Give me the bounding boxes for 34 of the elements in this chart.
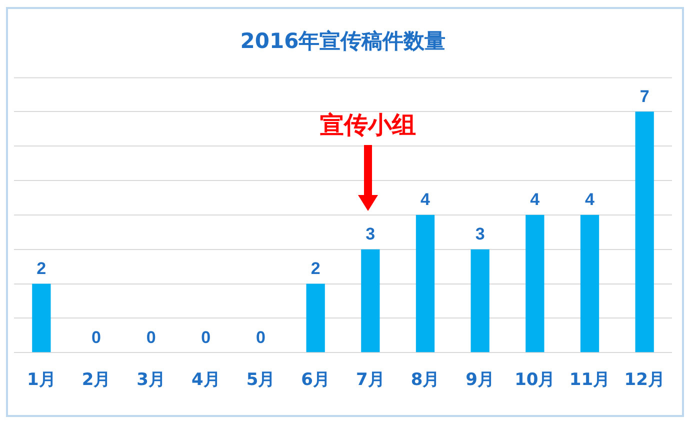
data-label: 4: [530, 190, 540, 210]
x-tick-label: 11月: [569, 370, 610, 390]
x-tick-label: 6月: [301, 370, 330, 390]
data-label: 4: [420, 190, 431, 210]
x-tick-label: 2月: [82, 370, 111, 390]
data-label: 7: [640, 86, 650, 106]
bar: [416, 214, 435, 352]
data-label: 3: [366, 224, 376, 244]
x-tick-label: 3月: [136, 370, 166, 390]
x-tick-label: 1月: [26, 370, 56, 390]
data-label: 4: [585, 190, 596, 210]
bar: [32, 284, 51, 352]
bar: [470, 249, 490, 352]
x-tick-label: 12月: [624, 370, 665, 390]
data-label: 2: [310, 258, 320, 278]
x-tick-label: 10月: [514, 370, 556, 390]
x-tick-label: 8月: [410, 370, 440, 390]
bar: [580, 214, 600, 352]
bar: [361, 249, 380, 352]
data-label: 3: [475, 224, 485, 244]
bar: [306, 284, 325, 352]
bar: [526, 214, 544, 352]
bar: [635, 112, 654, 352]
x-tick-label: 5月: [246, 370, 276, 390]
data-label: 0: [92, 328, 101, 347]
annotation: 宣传小组: [320, 111, 416, 140]
chart-title: 2016年宣传稿件数量: [240, 29, 446, 54]
x-tick-label: 4月: [191, 370, 220, 390]
x-tick-label: 9月: [466, 370, 495, 390]
x-tick-label: 7月: [356, 370, 385, 390]
data-label: 0: [256, 328, 266, 347]
data-label: 0: [146, 328, 156, 347]
data-label: 0: [201, 328, 211, 347]
data-label: 2: [36, 258, 46, 278]
